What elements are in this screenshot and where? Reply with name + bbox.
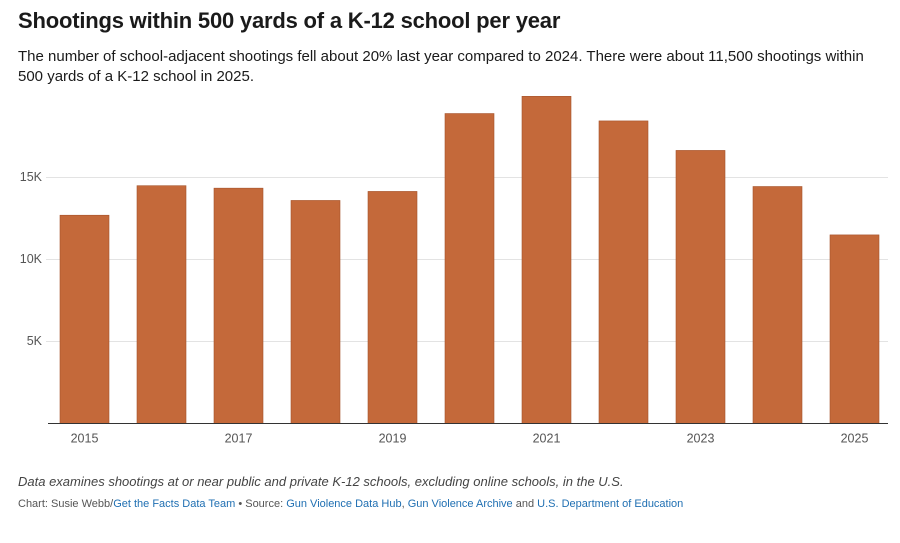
chart-subtitle: The number of school-adjacent shootings … [18,48,864,85]
x-tick-label: 2025 [841,431,869,445]
x-tick-label: 2023 [687,431,715,445]
credit-text: • Source: [235,498,287,510]
credit-link[interactable]: Gun Violence Archive [407,498,513,510]
bar [675,150,726,424]
x-tick-label: 2015 [71,431,99,445]
bar [367,191,418,424]
credit-text: , [401,498,408,510]
credit-link[interactable]: Get the Facts Data Team [113,498,236,510]
bar [752,186,803,424]
credit-text: Chart: Susie Webb/ [18,498,114,510]
chart-title: Shootings within 500 yards of a K-12 sch… [18,8,561,33]
bar [444,113,495,424]
bar [521,96,572,424]
credit-link[interactable]: Gun Violence Data Hub [286,498,402,510]
bar [598,120,649,424]
x-tick-label: 2019 [379,431,407,445]
chart-note: Data examines shootings at or near publi… [18,474,624,489]
bar [290,200,341,424]
credits: Chart: Susie Webb/Get the Facts Data Tea… [18,498,683,510]
y-tick-label: 5K [27,334,43,348]
credit-text: and [512,498,538,510]
x-tick-label: 2017 [225,431,253,445]
bar [136,185,187,424]
x-tick-label: 2021 [533,431,561,445]
y-tick-label: 15K [20,170,43,184]
y-tick-label: 10K [20,252,43,266]
bar [829,234,880,424]
bar [59,214,110,424]
bar [213,187,264,424]
credit-link[interactable]: U.S. Department of Education [537,498,684,510]
